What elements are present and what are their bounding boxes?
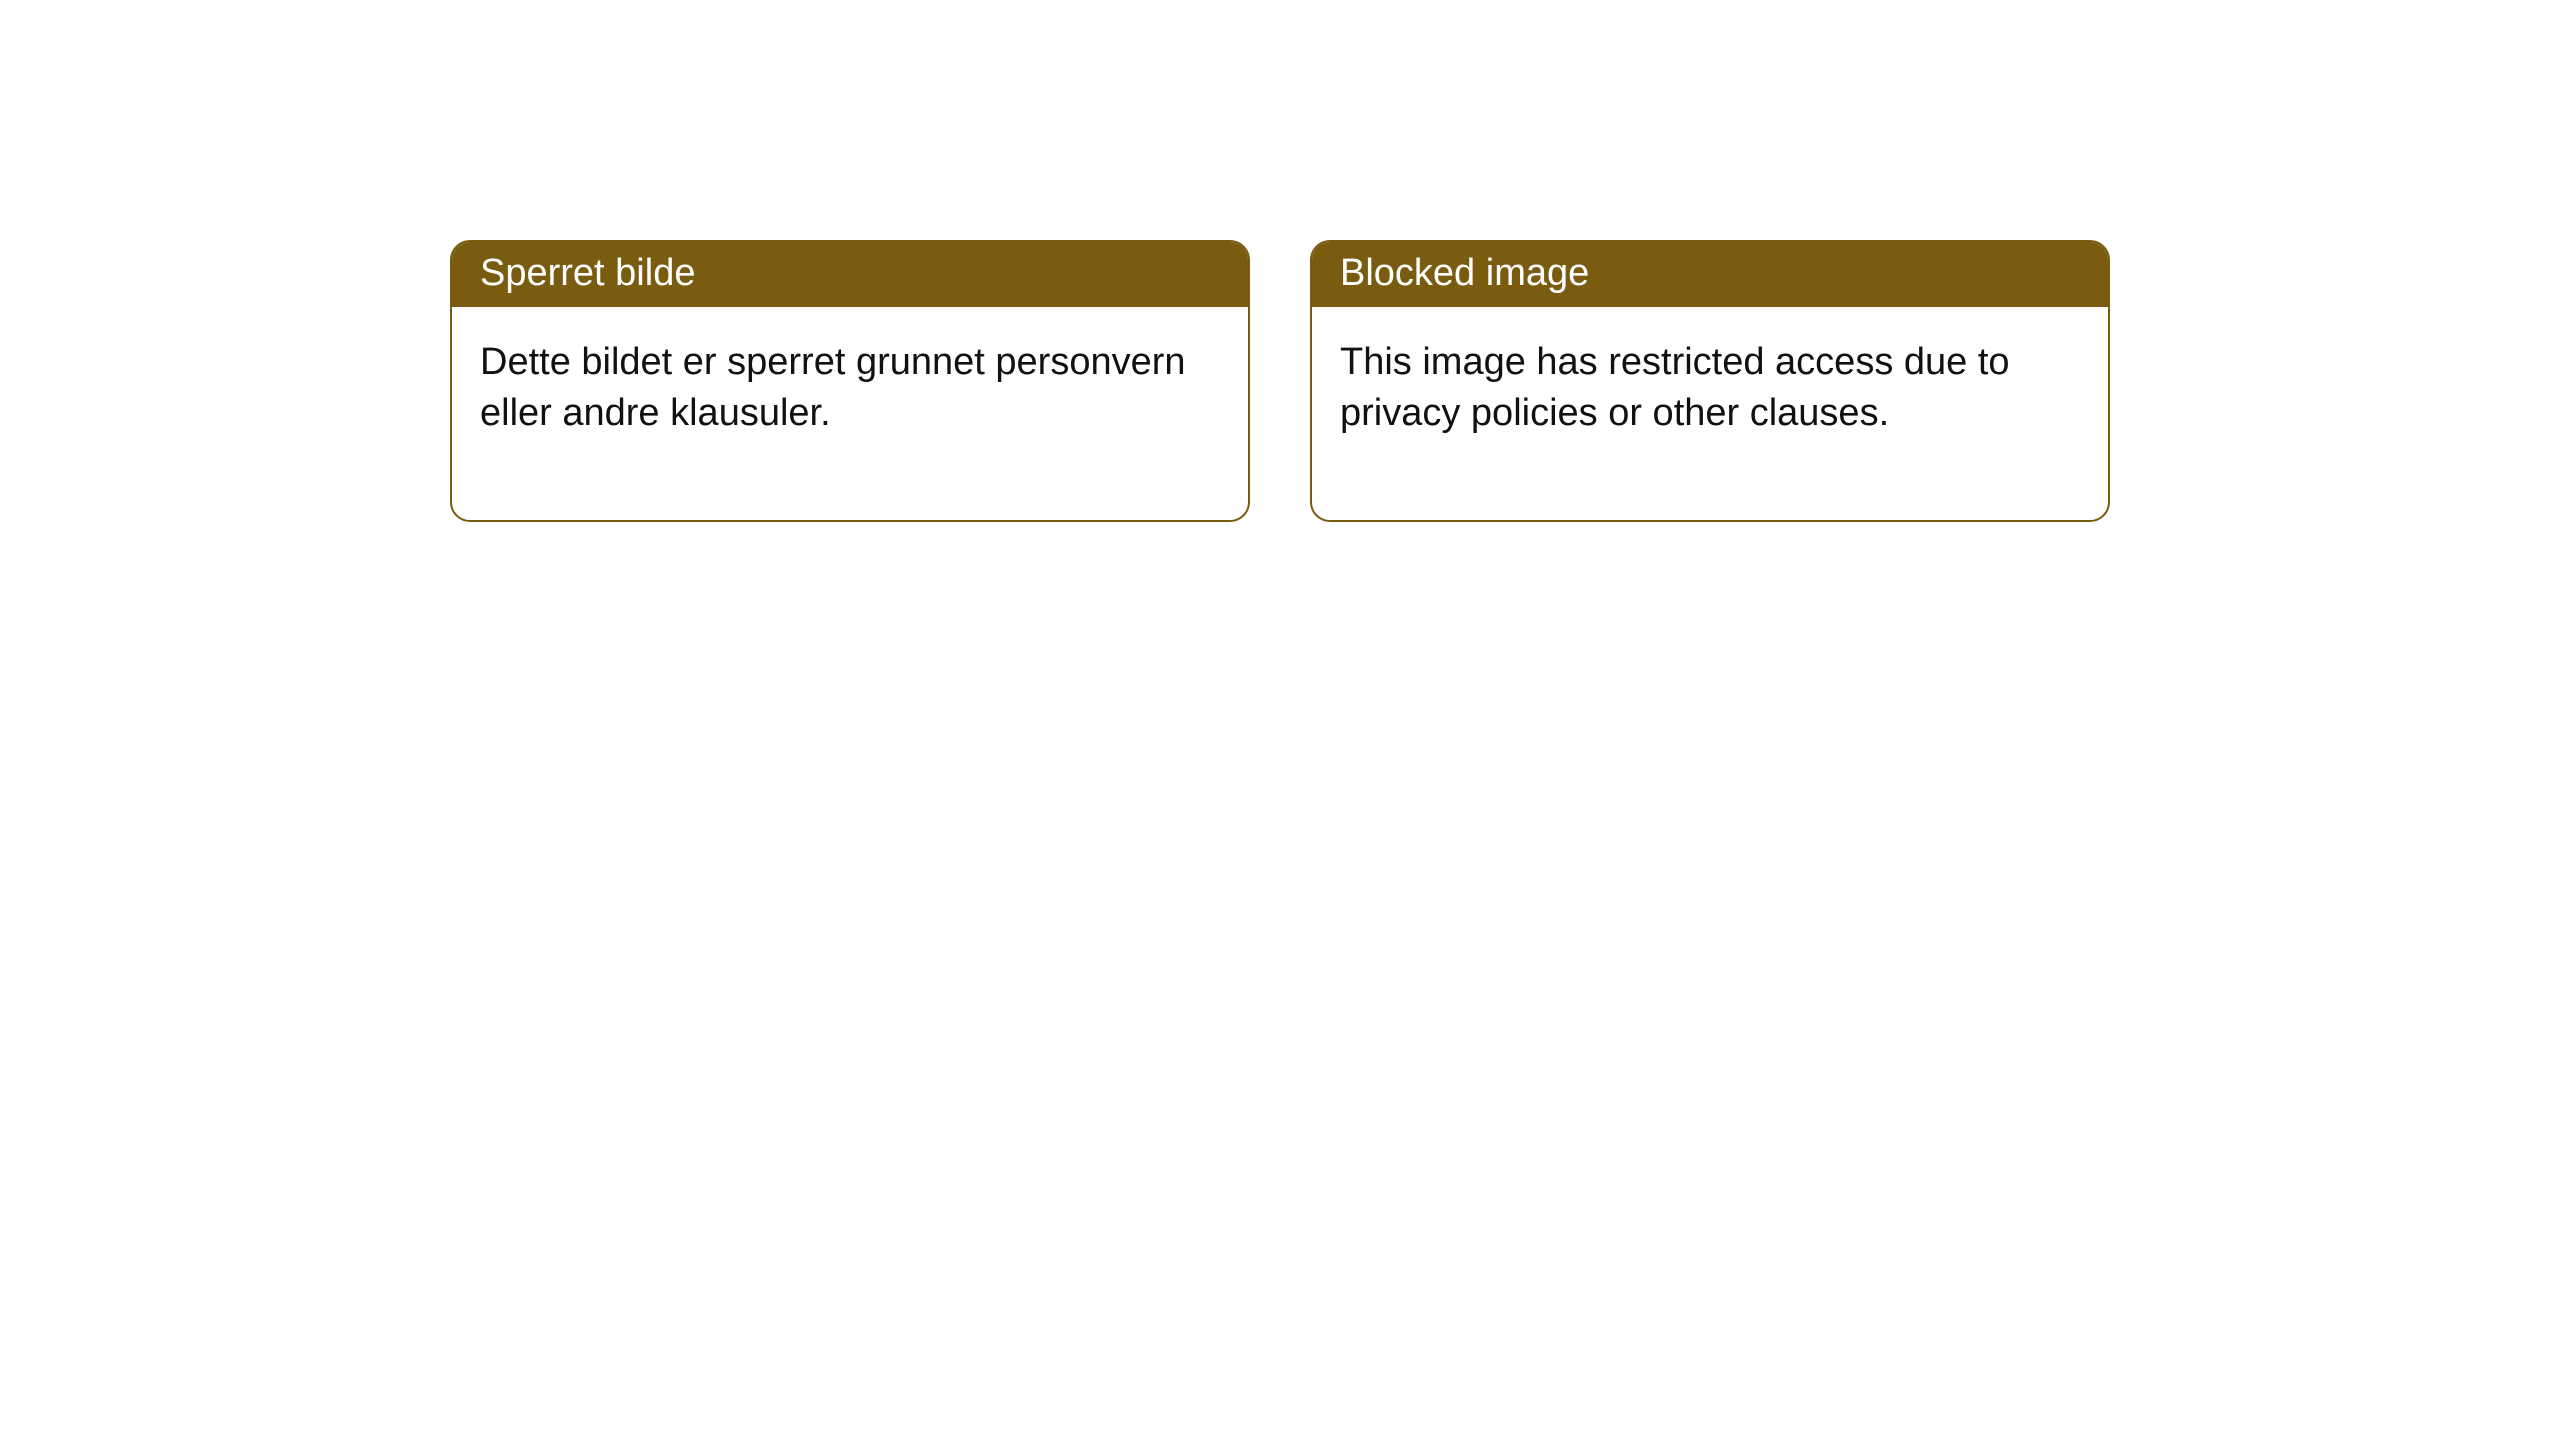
- notice-container: Sperret bilde Dette bildet er sperret gr…: [0, 0, 2560, 522]
- notice-header-norwegian: Sperret bilde: [452, 242, 1248, 307]
- notice-header-english: Blocked image: [1312, 242, 2108, 307]
- notice-body-norwegian: Dette bildet er sperret grunnet personve…: [452, 307, 1248, 520]
- notice-body-english: This image has restricted access due to …: [1312, 307, 2108, 520]
- notice-card-english: Blocked image This image has restricted …: [1310, 240, 2110, 522]
- notice-card-norwegian: Sperret bilde Dette bildet er sperret gr…: [450, 240, 1250, 522]
